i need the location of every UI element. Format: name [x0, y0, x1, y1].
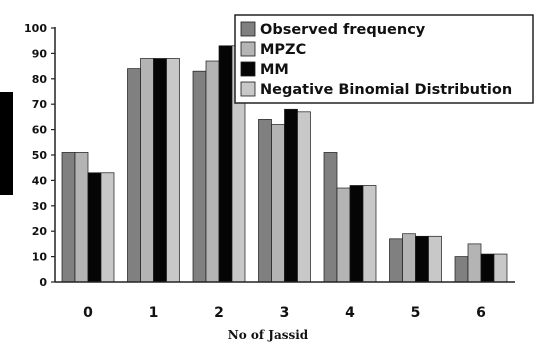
- bar-negative-binomial-distribution-4: [362, 185, 377, 283]
- y-tick-label: 20: [32, 225, 48, 238]
- legend-label: Observed frequency: [260, 22, 426, 38]
- bar-observed-frequency-2: [192, 70, 207, 283]
- bar-observed-frequency-6: [454, 256, 469, 283]
- y-tick-label: 100: [24, 22, 47, 35]
- bar-observed-frequency-1: [127, 68, 141, 283]
- plot-area: [61, 45, 508, 283]
- bar-mm-1: [153, 58, 167, 283]
- y-tick-label: 50: [32, 149, 48, 162]
- x-tick-label: 5: [411, 305, 421, 321]
- bar-observed-frequency-3: [258, 119, 272, 283]
- y-tick-label: 30: [32, 200, 48, 213]
- x-tick-label: 3: [280, 305, 290, 321]
- bar-mm-2: [218, 45, 233, 283]
- legend-label: MPZC: [260, 42, 306, 58]
- y-tick-label: 0: [39, 276, 47, 289]
- x-axis-label: No of Jassid: [228, 328, 309, 342]
- bar-negative-binomial-distribution-0: [100, 172, 115, 283]
- legend-box: [234, 14, 534, 104]
- bar-mpzc-3: [271, 124, 285, 283]
- x-tick-labels: 0 1 2 3 4 5 6: [83, 305, 486, 321]
- x-tick-label: 6: [476, 305, 486, 321]
- bar-negative-binomial-distribution-6: [493, 253, 508, 283]
- bar-mpzc-4: [336, 187, 351, 283]
- y-tick-label: 60: [32, 124, 48, 137]
- bar-observed-frequency-5: [389, 238, 403, 283]
- bar-mm-6: [480, 253, 495, 283]
- y-tick-label: 70: [32, 98, 48, 111]
- bar-observed-frequency-4: [323, 152, 338, 283]
- bar-negative-binomial-distribution-1: [166, 58, 180, 283]
- legend-swatch: [240, 61, 256, 77]
- legend-swatch: [240, 41, 256, 57]
- bar-mpzc-5: [402, 233, 416, 283]
- bar-mpzc-2: [205, 60, 220, 283]
- legend-label: MM: [260, 62, 289, 78]
- legend-swatch: [240, 81, 256, 97]
- bar-mpzc-6: [467, 243, 482, 283]
- x-tick-label: 4: [345, 305, 355, 321]
- x-tick-label: 2: [214, 305, 224, 321]
- y-tick-label: 90: [32, 47, 48, 60]
- bar-mm-4: [349, 185, 364, 283]
- legend-swatch: [240, 21, 256, 37]
- left-edge-artifact: [0, 92, 13, 195]
- x-tick-label: 0: [83, 305, 93, 321]
- y-tick-label: 40: [32, 174, 48, 187]
- legend-label: Negative Binomial Distribution: [260, 82, 512, 98]
- x-tick-label: 1: [149, 305, 159, 321]
- bar-negative-binomial-distribution-3: [297, 111, 311, 283]
- y-tick-label: 10: [32, 251, 48, 264]
- bar-mm-0: [87, 172, 102, 283]
- bar-observed-frequency-0: [61, 152, 76, 283]
- bar-mpzc-0: [74, 152, 89, 283]
- legend: Observed frequency MPZC MM Negative Binomia…: [234, 14, 534, 104]
- bar-mm-5: [415, 235, 429, 283]
- y-tick-label: 80: [32, 73, 48, 86]
- y-tick-labels: 0 10 20 30 40 50 60 70 80 90 100: [24, 22, 55, 289]
- bar-mpzc-1: [140, 58, 154, 283]
- bar-negative-binomial-distribution-5: [428, 235, 442, 283]
- bar-mm-3: [284, 108, 298, 283]
